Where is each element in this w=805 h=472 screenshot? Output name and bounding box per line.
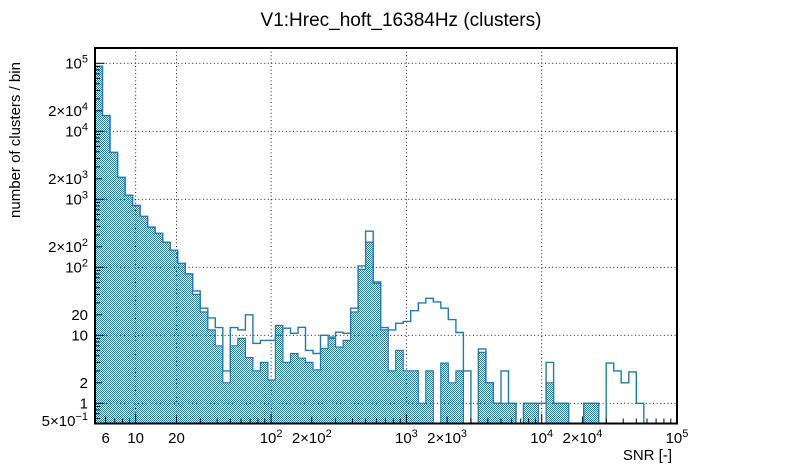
tick-label: 1 bbox=[80, 395, 88, 412]
y-axis-title: number of clusters / bin bbox=[7, 62, 24, 218]
tick-label: 2×102 bbox=[292, 428, 332, 447]
tick-label: 2×104 bbox=[562, 428, 602, 447]
chart-title: V1:Hrec_hoft_16384Hz (clusters) bbox=[261, 10, 542, 31]
tick-label: 103 bbox=[65, 189, 88, 208]
tick-label: 104 bbox=[530, 428, 553, 447]
tick-label: 103 bbox=[395, 428, 418, 447]
histogram-series bbox=[94, 65, 677, 425]
tick-label: 6 bbox=[102, 430, 110, 447]
tick-label: 2×103 bbox=[48, 169, 88, 188]
tick-label: 10 bbox=[71, 327, 88, 344]
tick-label: 2×103 bbox=[427, 428, 467, 447]
tick-label: 20 bbox=[168, 430, 185, 447]
tick-label: 105 bbox=[65, 53, 88, 72]
tick-label: 2×102 bbox=[48, 237, 88, 256]
tick-label: 105 bbox=[666, 428, 689, 447]
tick-label: 102 bbox=[65, 257, 88, 276]
tick-label: 10 bbox=[127, 430, 144, 447]
histogram-filled bbox=[94, 65, 677, 425]
tick-label: 104 bbox=[65, 121, 88, 140]
tick-label: 2 bbox=[80, 375, 88, 392]
tick-label: 20 bbox=[71, 307, 88, 324]
histogram-outline bbox=[94, 65, 677, 425]
plot-frame bbox=[94, 47, 678, 425]
x-axis-title: SNR [-] bbox=[623, 447, 672, 464]
tick-label: 2×104 bbox=[48, 101, 88, 120]
frame-border bbox=[94, 47, 678, 425]
axis-ticks bbox=[94, 62, 678, 425]
x-tick-labels: 6 10 20 102 2×102 103 2×103 104 2×104 105 bbox=[102, 428, 689, 447]
tick-label: 102 bbox=[260, 428, 283, 447]
tick-label: 5×10−1 bbox=[42, 411, 88, 430]
